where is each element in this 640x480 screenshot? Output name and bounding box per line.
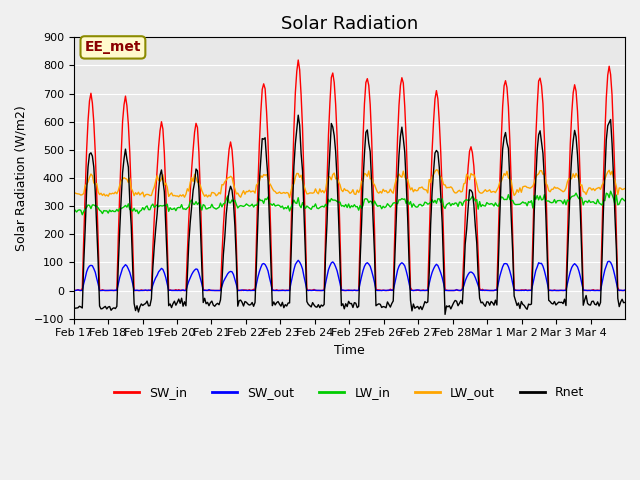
LW_out <box>355 190 362 195</box>
SW_out <box>464 272 472 277</box>
LW_in <box>607 188 614 194</box>
SW_in <box>621 288 629 293</box>
Y-axis label: Solar Radiation (W/m2): Solar Radiation (W/m2) <box>15 105 28 251</box>
SW_out <box>618 288 626 293</box>
SW_out <box>88 263 96 269</box>
Line: LW_in: LW_in <box>74 191 625 215</box>
LW_out <box>466 177 474 182</box>
SW_in <box>294 57 302 63</box>
SW_in <box>70 288 77 293</box>
LW_out <box>433 167 440 173</box>
Title: Solar Radiation: Solar Radiation <box>281 15 418 33</box>
LW_in <box>108 209 115 215</box>
LW_in <box>620 197 627 203</box>
SW_in <box>466 148 474 154</box>
LW_out <box>106 191 113 196</box>
Rnet <box>88 153 96 159</box>
LW_out <box>70 190 77 196</box>
SW_out <box>294 257 302 263</box>
LW_out <box>548 186 556 192</box>
LW_out <box>285 195 293 201</box>
Line: SW_out: SW_out <box>74 260 625 290</box>
SW_out <box>106 288 113 293</box>
SW_in <box>548 288 556 293</box>
Text: EE_met: EE_met <box>84 40 141 54</box>
LW_in <box>621 198 629 204</box>
Line: Rnet: Rnet <box>74 115 625 314</box>
LW_in <box>79 212 86 217</box>
LW_out <box>621 186 629 192</box>
SW_out <box>355 288 362 293</box>
LW_out <box>88 173 96 179</box>
Rnet <box>355 303 362 309</box>
SW_in <box>108 288 115 293</box>
SW_out <box>547 288 554 293</box>
Legend: SW_in, SW_out, LW_in, LW_out, Rnet: SW_in, SW_out, LW_in, LW_out, Rnet <box>109 381 589 404</box>
Line: SW_in: SW_in <box>74 60 625 290</box>
LW_in <box>90 202 98 208</box>
LW_in <box>464 198 472 204</box>
Rnet <box>621 300 629 305</box>
LW_in <box>547 199 554 205</box>
SW_in <box>90 120 98 125</box>
LW_in <box>355 207 362 213</box>
LW_in <box>70 206 77 212</box>
Rnet <box>441 312 449 317</box>
Rnet <box>294 112 302 118</box>
SW_in <box>356 234 364 240</box>
SW_out <box>621 287 629 293</box>
X-axis label: Time: Time <box>334 344 365 357</box>
SW_in <box>71 288 79 293</box>
Rnet <box>620 300 627 306</box>
SW_in <box>620 288 627 293</box>
Rnet <box>466 187 474 192</box>
LW_out <box>620 186 627 192</box>
Line: LW_out: LW_out <box>74 170 625 198</box>
Rnet <box>548 300 556 306</box>
Rnet <box>106 304 113 310</box>
SW_out <box>70 288 77 293</box>
Rnet <box>70 304 77 310</box>
